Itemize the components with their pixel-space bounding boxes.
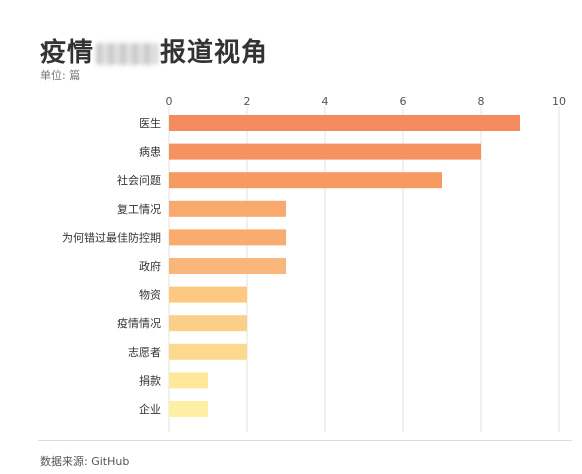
category-label: 志愿者 — [128, 346, 161, 359]
x-tick-label: 10 — [552, 95, 566, 108]
bar — [169, 143, 481, 160]
chart-title-suffix: 报道视角 — [160, 38, 269, 68]
source-note: 数据来源: GitHub — [40, 455, 130, 468]
bar — [169, 172, 442, 189]
bar — [169, 258, 286, 274]
category-label: 政府 — [139, 259, 161, 273]
bar — [169, 229, 286, 246]
category-label: 捐款 — [139, 373, 161, 387]
category-label: 复工情况 — [117, 202, 161, 216]
bar — [169, 401, 208, 417]
chart-title: 疫情 报道视角 — [40, 32, 268, 69]
x-tick-label: 4 — [322, 95, 329, 108]
chart-title-prefix: 疫情 — [40, 38, 95, 68]
x-tick-label: 2 — [244, 95, 251, 108]
category-label: 疫情情况 — [117, 316, 161, 330]
category-label: 企业 — [139, 402, 161, 416]
category-label: 医生 — [139, 116, 161, 130]
x-tick-label: 8 — [478, 95, 485, 108]
category-label: 病患 — [139, 145, 161, 159]
x-tick-label: 6 — [400, 95, 407, 108]
category-label: 社会问题 — [117, 173, 161, 187]
bar — [169, 343, 247, 360]
bar — [169, 286, 247, 303]
bar — [169, 200, 286, 217]
category-label: 为何错过最佳防控期 — [62, 230, 161, 244]
bar — [169, 315, 247, 332]
bar — [169, 372, 208, 389]
unit-label: 单位: 篇 — [40, 69, 81, 82]
x-tick-label: 0 — [166, 95, 173, 108]
category-label: 物资 — [139, 288, 161, 302]
redacted-blur — [96, 42, 159, 65]
bar — [169, 115, 520, 131]
footer-divider — [38, 440, 572, 441]
